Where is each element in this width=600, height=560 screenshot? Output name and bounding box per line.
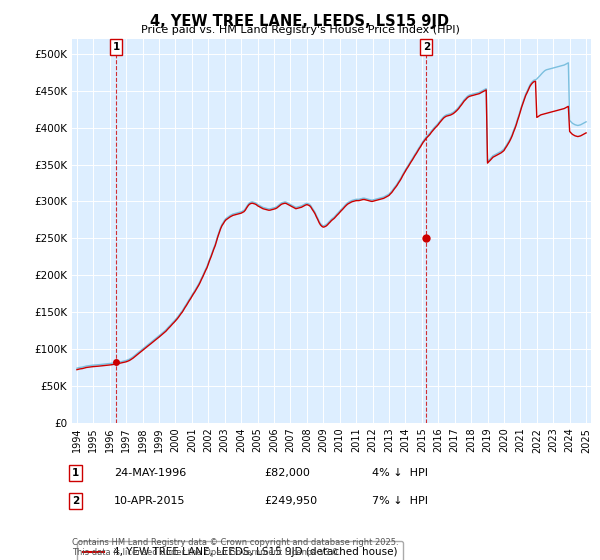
Text: £82,000: £82,000 bbox=[264, 468, 310, 478]
Text: 1: 1 bbox=[113, 42, 120, 52]
Text: 2: 2 bbox=[422, 42, 430, 52]
Text: Contains HM Land Registry data © Crown copyright and database right 2025.
This d: Contains HM Land Registry data © Crown c… bbox=[72, 538, 398, 557]
Text: 4% ↓  HPI: 4% ↓ HPI bbox=[372, 468, 428, 478]
Legend: 4, YEW TREE LANE, LEEDS, LS15 9JD (detached house), HPI: Average price, detached: 4, YEW TREE LANE, LEEDS, LS15 9JD (detac… bbox=[77, 541, 403, 560]
Text: 1: 1 bbox=[72, 468, 79, 478]
Text: 7% ↓  HPI: 7% ↓ HPI bbox=[372, 496, 428, 506]
Text: £249,950: £249,950 bbox=[264, 496, 317, 506]
Text: 10-APR-2015: 10-APR-2015 bbox=[114, 496, 185, 506]
Text: 2: 2 bbox=[72, 496, 79, 506]
Text: Price paid vs. HM Land Registry's House Price Index (HPI): Price paid vs. HM Land Registry's House … bbox=[140, 25, 460, 35]
Text: 4, YEW TREE LANE, LEEDS, LS15 9JD: 4, YEW TREE LANE, LEEDS, LS15 9JD bbox=[151, 14, 449, 29]
Text: 24-MAY-1996: 24-MAY-1996 bbox=[114, 468, 186, 478]
